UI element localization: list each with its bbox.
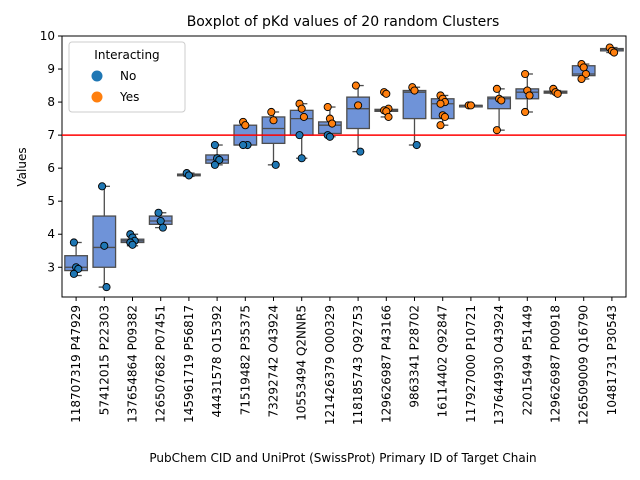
- y-tick-label: 3: [47, 260, 55, 274]
- y-axis-label: Values: [15, 147, 29, 186]
- data-point: [271, 160, 280, 169]
- data-point: [184, 171, 193, 180]
- data-point: [436, 121, 445, 130]
- plot-frame: [61, 35, 627, 298]
- y-tick-label: 4: [47, 227, 55, 241]
- data-point: [492, 84, 501, 93]
- data-point: [492, 126, 501, 135]
- data-point: [354, 101, 363, 110]
- data-point: [210, 140, 219, 150]
- legend-label-no: No: [120, 69, 136, 83]
- y-tick-label: 7: [47, 128, 55, 142]
- legend-title: Interacting: [94, 48, 159, 62]
- x-tick-label: 121426379 O00329: [323, 305, 337, 425]
- data-point: [382, 89, 391, 98]
- data-point: [384, 112, 393, 121]
- data-point: [215, 155, 224, 164]
- data-point: [269, 116, 278, 125]
- data-point: [579, 63, 588, 72]
- x-tick-label: 44431578 O15392: [210, 305, 224, 418]
- x-tick-label: 137654864 P09382: [126, 305, 140, 423]
- data-point: [553, 89, 562, 98]
- x-tick-label: 16114402 Q92847: [436, 305, 450, 418]
- y-tick-label: 5: [47, 194, 55, 208]
- data-point: [100, 241, 109, 250]
- x-tick-label: 57412015 P22303: [97, 305, 111, 415]
- data-point: [525, 91, 534, 100]
- data-point: [128, 240, 137, 249]
- legend-label-yes: Yes: [119, 90, 139, 104]
- y-tick-label: 8: [47, 95, 55, 109]
- data-point: [497, 96, 506, 105]
- data-point: [267, 107, 276, 117]
- legend-marker-yes: [91, 91, 103, 103]
- x-tick-label: 10481731 P30543: [605, 305, 619, 415]
- x-tick-label: 129626987 P43166: [379, 305, 393, 423]
- chart-title: Boxplot of pKd values of 20 random Clust…: [187, 14, 500, 30]
- data-point: [323, 102, 332, 112]
- x-tick-label: 118707319 P47929: [69, 305, 83, 423]
- data-point: [241, 121, 250, 130]
- data-point: [154, 208, 163, 217]
- y-tick-label: 9: [47, 62, 55, 76]
- x-tick-label: 118185743 Q92753: [351, 305, 365, 425]
- data-point: [521, 107, 530, 117]
- x-tick-label: 10553494 Q2NNR5: [295, 305, 309, 421]
- data-point: [210, 160, 219, 169]
- y-tick-label: 6: [47, 161, 55, 175]
- x-tick-label: 9863341 P28702: [408, 305, 422, 408]
- x-tick-label: 126507682 P07451: [154, 305, 168, 423]
- data-point: [156, 216, 165, 226]
- x-tick-label: 117927000 P10721: [464, 305, 478, 423]
- data-point: [581, 69, 590, 79]
- data-point: [69, 269, 78, 278]
- data-point: [577, 74, 586, 83]
- data-point: [412, 140, 421, 150]
- box: [92, 215, 117, 268]
- box: [346, 96, 371, 130]
- data-point: [328, 119, 337, 128]
- data-point: [351, 81, 360, 90]
- data-point: [297, 154, 306, 163]
- data-point: [610, 48, 619, 57]
- data-point: [297, 104, 306, 113]
- legend: Interacting No Yes: [68, 41, 186, 113]
- plot-area: 3 4 5 6 7 8 9 10 118707319 P47929 57412015 P22303…: [40, 29, 627, 425]
- data-point: [299, 112, 308, 121]
- data-point: [356, 147, 365, 156]
- data-point: [69, 238, 78, 247]
- x-tick-label: 73292742 O43924: [267, 305, 281, 418]
- legend-marker-no: [91, 70, 103, 82]
- x-tick-label: 145961719 P56817: [182, 305, 196, 423]
- data-point: [440, 112, 449, 121]
- x-tick-label: 22015494 P51449: [520, 305, 534, 415]
- data-point: [239, 140, 248, 150]
- x-tick-label: 71519482 P35375: [238, 305, 252, 415]
- x-tick-label: 137644930 O43924: [492, 305, 506, 425]
- x-tick-label: 126509009 Q16790: [577, 305, 591, 425]
- data-point: [102, 283, 111, 292]
- data-point: [325, 132, 334, 141]
- x-axis-label: PubChem CID and UniProt (SwissProt) Prim…: [149, 451, 536, 465]
- data-point: [158, 223, 167, 232]
- data-point: [436, 99, 445, 108]
- data-point: [521, 69, 530, 79]
- y-tick-label: 10: [40, 29, 55, 43]
- data-point: [98, 182, 107, 191]
- box: [402, 89, 427, 120]
- data-point: [466, 101, 475, 110]
- data-point: [295, 131, 304, 140]
- data-point: [410, 86, 419, 95]
- x-tick-label: 129626987 P00918: [549, 305, 563, 423]
- data-point: [74, 264, 83, 273]
